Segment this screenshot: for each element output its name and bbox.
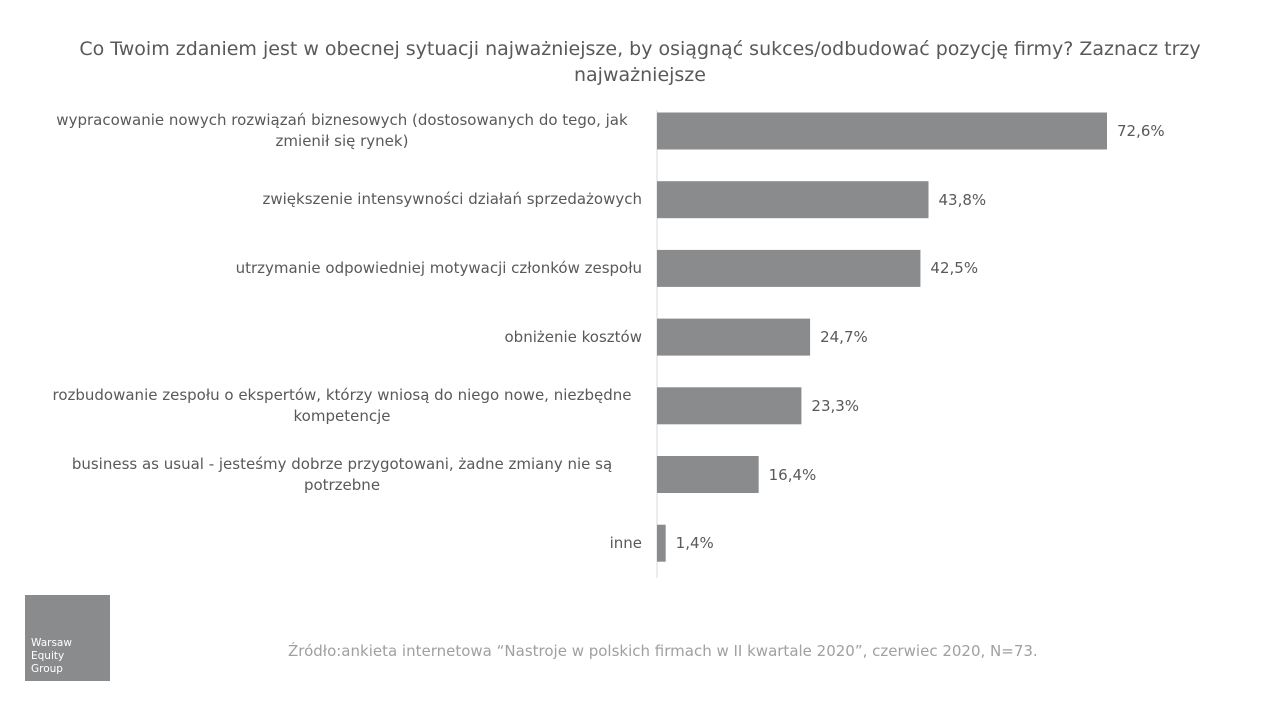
- bar: [657, 387, 802, 425]
- category-text: wypracowanie nowych rozwiązań biznesowyc…: [56, 111, 628, 150]
- value-label: 42,5%: [930, 259, 979, 278]
- logo-text: Warsaw Equity Group: [31, 637, 72, 675]
- bar: [657, 112, 1107, 150]
- source-note: Źródło:ankieta internetowa “Nastroje w p…: [288, 642, 1038, 660]
- category-text: inne: [609, 533, 642, 552]
- value-label: 43,8%: [938, 190, 987, 209]
- category-label: inne: [610, 533, 642, 554]
- category-text: rozbudowanie zespołu o ekspertów, którzy…: [52, 385, 632, 425]
- category-label: wypracowanie nowych rozwiązań biznesowyc…: [42, 110, 642, 152]
- category-label: obniżenie kosztów: [505, 327, 643, 348]
- bar: [657, 456, 759, 493]
- category-label: utrzymanie odpowiedniej motywacji członk…: [236, 258, 642, 279]
- value-label: 24,7%: [820, 328, 868, 347]
- bar: [657, 318, 811, 356]
- value-label: 16,4%: [768, 465, 817, 484]
- category-text: obniżenie kosztów: [504, 327, 643, 346]
- category-text: zwiększenie intensywności działań sprzed…: [262, 190, 643, 209]
- value-label: 72,6%: [1117, 122, 1165, 140]
- chart-title: Co Twoim zdaniem jest w obecnej sytuacji…: [79, 38, 1201, 86]
- category-label: business as usual - jesteśmy dobrze przy…: [42, 454, 642, 496]
- category-text: business as usual - jesteśmy dobrze przy…: [71, 454, 613, 494]
- value-label: 1,4%: [675, 534, 714, 553]
- category-text: utrzymanie odpowiedniej motywacji członk…: [235, 258, 642, 277]
- logo: Warsaw Equity Group: [25, 595, 110, 681]
- category-label: rozbudowanie zespołu o ekspertów, którzy…: [42, 385, 642, 427]
- bar: [657, 249, 921, 287]
- bar: [657, 524, 666, 562]
- bar: [657, 181, 929, 219]
- value-label: 23,3%: [811, 396, 860, 415]
- category-label: zwiększenie intensywności działań sprzed…: [263, 189, 643, 210]
